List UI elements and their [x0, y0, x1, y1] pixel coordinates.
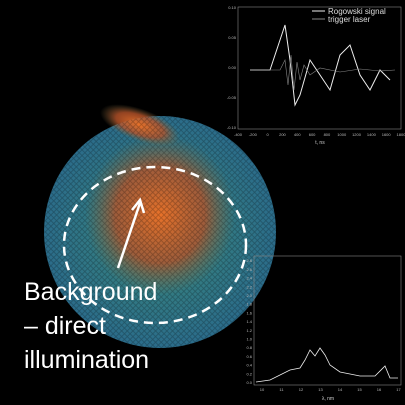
x-tick-label: 11 [279, 387, 284, 392]
y-tick-label: 1.6 [246, 310, 252, 315]
y-tick-label: 0.00 [228, 65, 237, 70]
x-axis-label: t, ns [315, 140, 325, 146]
x-axis-label: λ, nm [322, 396, 334, 402]
x-tick-label: 1800 [397, 132, 405, 137]
y-tick-label: 0.6 [246, 354, 252, 359]
annotation-line: illumination [24, 346, 149, 374]
y-tick-label: 1.2 [246, 328, 252, 333]
y-tick-label: 2.8 [246, 258, 252, 263]
y-tick-label: 1.0 [246, 337, 252, 342]
x-tick-label: 17 [396, 387, 401, 392]
x-tick-label: 13 [318, 387, 323, 392]
x-tick-label: 200 [279, 132, 286, 137]
x-tick-label: 400 [294, 132, 301, 137]
y-tick-label: 2.4 [246, 276, 252, 281]
annotation-line: Background [24, 278, 157, 306]
x-tick-label: 14 [338, 387, 343, 392]
legend-entry: trigger laser [328, 15, 371, 24]
y-tick-label: 1.4 [246, 319, 252, 324]
y-tick-label: 0.8 [246, 345, 252, 350]
y-tick-label: 0.05 [228, 35, 237, 40]
x-tick-label: 800 [324, 132, 331, 137]
y-tick-label: 2.6 [246, 267, 252, 272]
x-tick-label: 12 [299, 387, 304, 392]
x-tick-label: 1400 [367, 132, 377, 137]
x-tick-label: 1600 [382, 132, 392, 137]
screen: Background– directillumination Rogowski … [0, 0, 405, 405]
y-tick-label: 0.0 [246, 380, 252, 385]
y-tick-label: 0.4 [246, 363, 252, 368]
x-tick-label: -200 [249, 132, 258, 137]
y-tick-label: 0.10 [228, 5, 237, 10]
x-tick-label: 16 [377, 387, 382, 392]
y-tick-label: 1.8 [246, 302, 252, 307]
x-tick-label: 0 [267, 132, 270, 137]
y-tick-label: -0.10 [227, 125, 237, 130]
annotation-line: – direct [24, 312, 106, 340]
y-tick-label: 0.2 [246, 371, 252, 376]
bottom-plot: 0.0 0.2 0.4 0.6 0.8 1.0 1.2 1.4 1.6 1.8 2.0 2.2 2.4 2… [246, 256, 401, 402]
x-tick-label: 600 [309, 132, 316, 137]
y-tick-label: -0.05 [227, 95, 237, 100]
y-tick-label: 2.0 [246, 293, 252, 298]
x-tick-label: 1000 [337, 132, 347, 137]
x-tick-label: -400 [234, 132, 243, 137]
x-tick-label: 15 [357, 387, 362, 392]
x-tick-label: 10 [260, 387, 265, 392]
y-tick-label: 2.2 [246, 284, 252, 289]
x-tick-label: 1200 [352, 132, 362, 137]
